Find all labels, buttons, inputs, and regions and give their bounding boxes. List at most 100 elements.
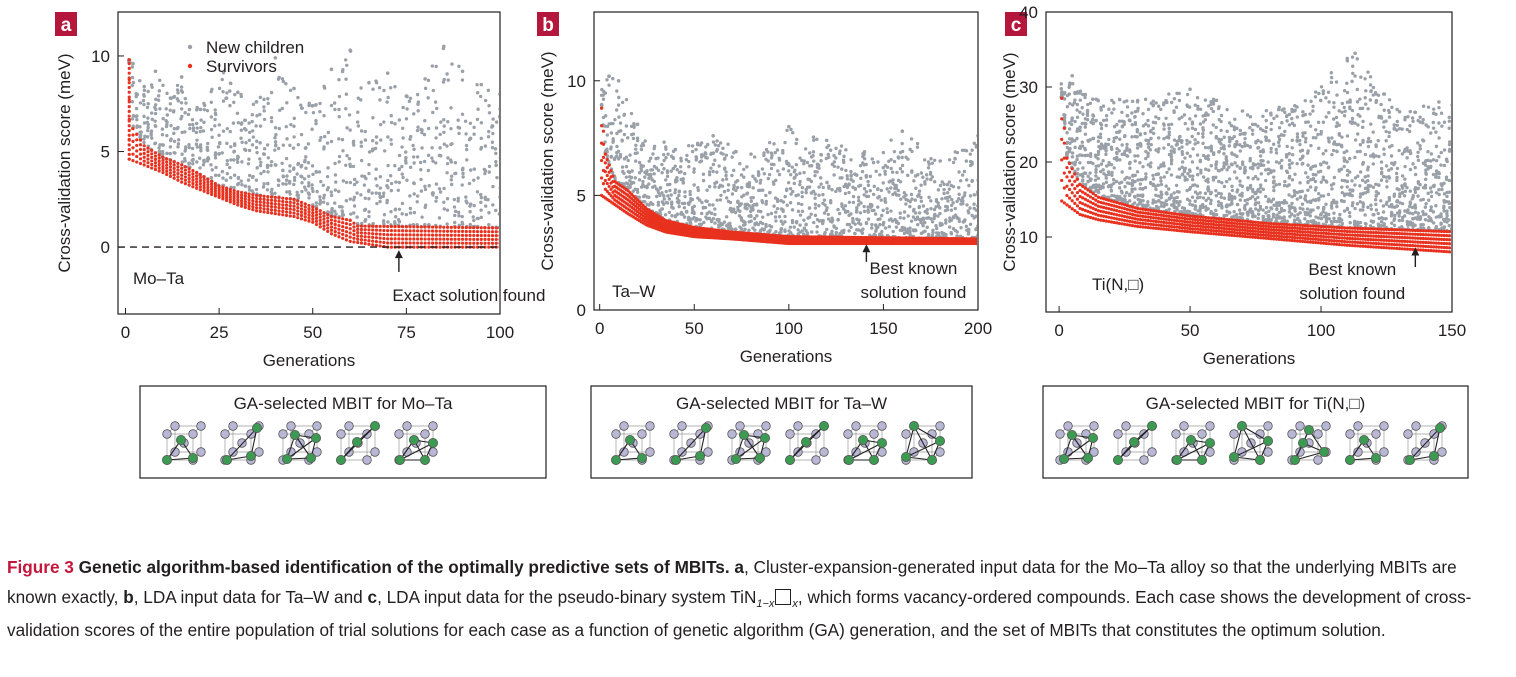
survivor-point (449, 241, 453, 245)
child-point (367, 188, 371, 192)
child-point (225, 171, 230, 176)
x-tick-label: 50 (1181, 321, 1200, 340)
survivor-point (251, 205, 255, 209)
child-point (205, 148, 209, 152)
child-point (434, 64, 438, 69)
survivor-point (318, 209, 322, 213)
survivor-point (609, 187, 613, 192)
survivor-point (329, 232, 334, 236)
survivor-point (142, 148, 146, 152)
survivor-point (326, 223, 330, 227)
child-point (645, 185, 649, 190)
child-point (762, 153, 766, 158)
survivor-point (247, 201, 251, 205)
child-point (834, 226, 838, 231)
child-point (157, 89, 162, 93)
child-point (730, 192, 735, 196)
survivor-point (303, 218, 307, 222)
child-point (793, 168, 797, 172)
y-tick-label: 40 (1019, 3, 1038, 22)
child-point (401, 105, 405, 110)
survivor-point (153, 164, 158, 168)
child-point (415, 200, 419, 204)
survivor-point (453, 233, 457, 237)
child-point (796, 193, 800, 197)
y-tick-label: 0 (101, 238, 110, 257)
child-point (165, 91, 169, 96)
child-point (730, 227, 734, 231)
child-point (664, 145, 668, 149)
survivor-point (150, 159, 154, 163)
survivor-point (401, 241, 405, 245)
child-point (1081, 166, 1085, 170)
child-point (897, 193, 901, 197)
child-point (231, 121, 236, 125)
survivor-point (314, 207, 319, 211)
child-point (964, 149, 969, 153)
child-point (795, 137, 799, 142)
child-point (281, 174, 286, 179)
child-point (781, 151, 785, 155)
child-point (221, 129, 226, 133)
child-point (1075, 154, 1080, 158)
child-point (434, 136, 438, 140)
survivor-point (135, 132, 139, 136)
child-point (843, 204, 848, 208)
child-point (367, 197, 371, 201)
survivor-point (288, 210, 292, 215)
child-point (711, 140, 716, 144)
survivor-point (352, 240, 356, 244)
survivor-point (445, 237, 450, 241)
child-point (491, 203, 495, 207)
lattice-atom (735, 421, 745, 431)
child-point (968, 206, 972, 210)
survivor-point (393, 224, 397, 229)
child-point (310, 186, 314, 191)
child-point (717, 164, 721, 168)
lattice-atom (901, 429, 911, 439)
child-point (460, 69, 465, 74)
survivor-point (601, 142, 606, 146)
child-point (923, 229, 927, 233)
child-point (352, 182, 357, 187)
child-point (243, 147, 247, 152)
child-point (456, 199, 460, 203)
mbit-cluster-b-2 (669, 421, 713, 465)
child-point (304, 145, 308, 150)
survivor-point (307, 213, 311, 217)
survivor-point (172, 173, 176, 177)
child-point (232, 158, 236, 162)
child-point (815, 170, 819, 174)
child-point (130, 75, 135, 80)
child-point (883, 172, 887, 176)
survivor-point (269, 198, 274, 202)
child-point (172, 126, 177, 131)
child-point (618, 155, 623, 159)
survivor-point (221, 197, 225, 201)
cluster-atom (245, 450, 256, 461)
child-point (883, 197, 887, 201)
child-point (762, 172, 767, 176)
child-point (926, 232, 931, 237)
child-point (895, 170, 899, 175)
child-point (932, 207, 937, 212)
survivor-point (311, 220, 315, 224)
survivor-point (329, 214, 334, 219)
survivor-point (397, 241, 401, 245)
child-point (307, 174, 311, 178)
child-point (476, 107, 480, 111)
child-point (1080, 140, 1084, 144)
child-point (191, 122, 195, 127)
child-point (247, 173, 252, 178)
child-point (210, 87, 214, 92)
survivor-point (284, 196, 289, 201)
child-point (894, 186, 899, 190)
child-point (692, 204, 697, 208)
survivor-point (378, 232, 382, 236)
survivor-point (311, 211, 315, 215)
child-point (303, 158, 307, 163)
child-point (210, 135, 214, 139)
child-point (817, 166, 821, 170)
child-point (262, 109, 266, 113)
survivor-point (232, 191, 236, 195)
